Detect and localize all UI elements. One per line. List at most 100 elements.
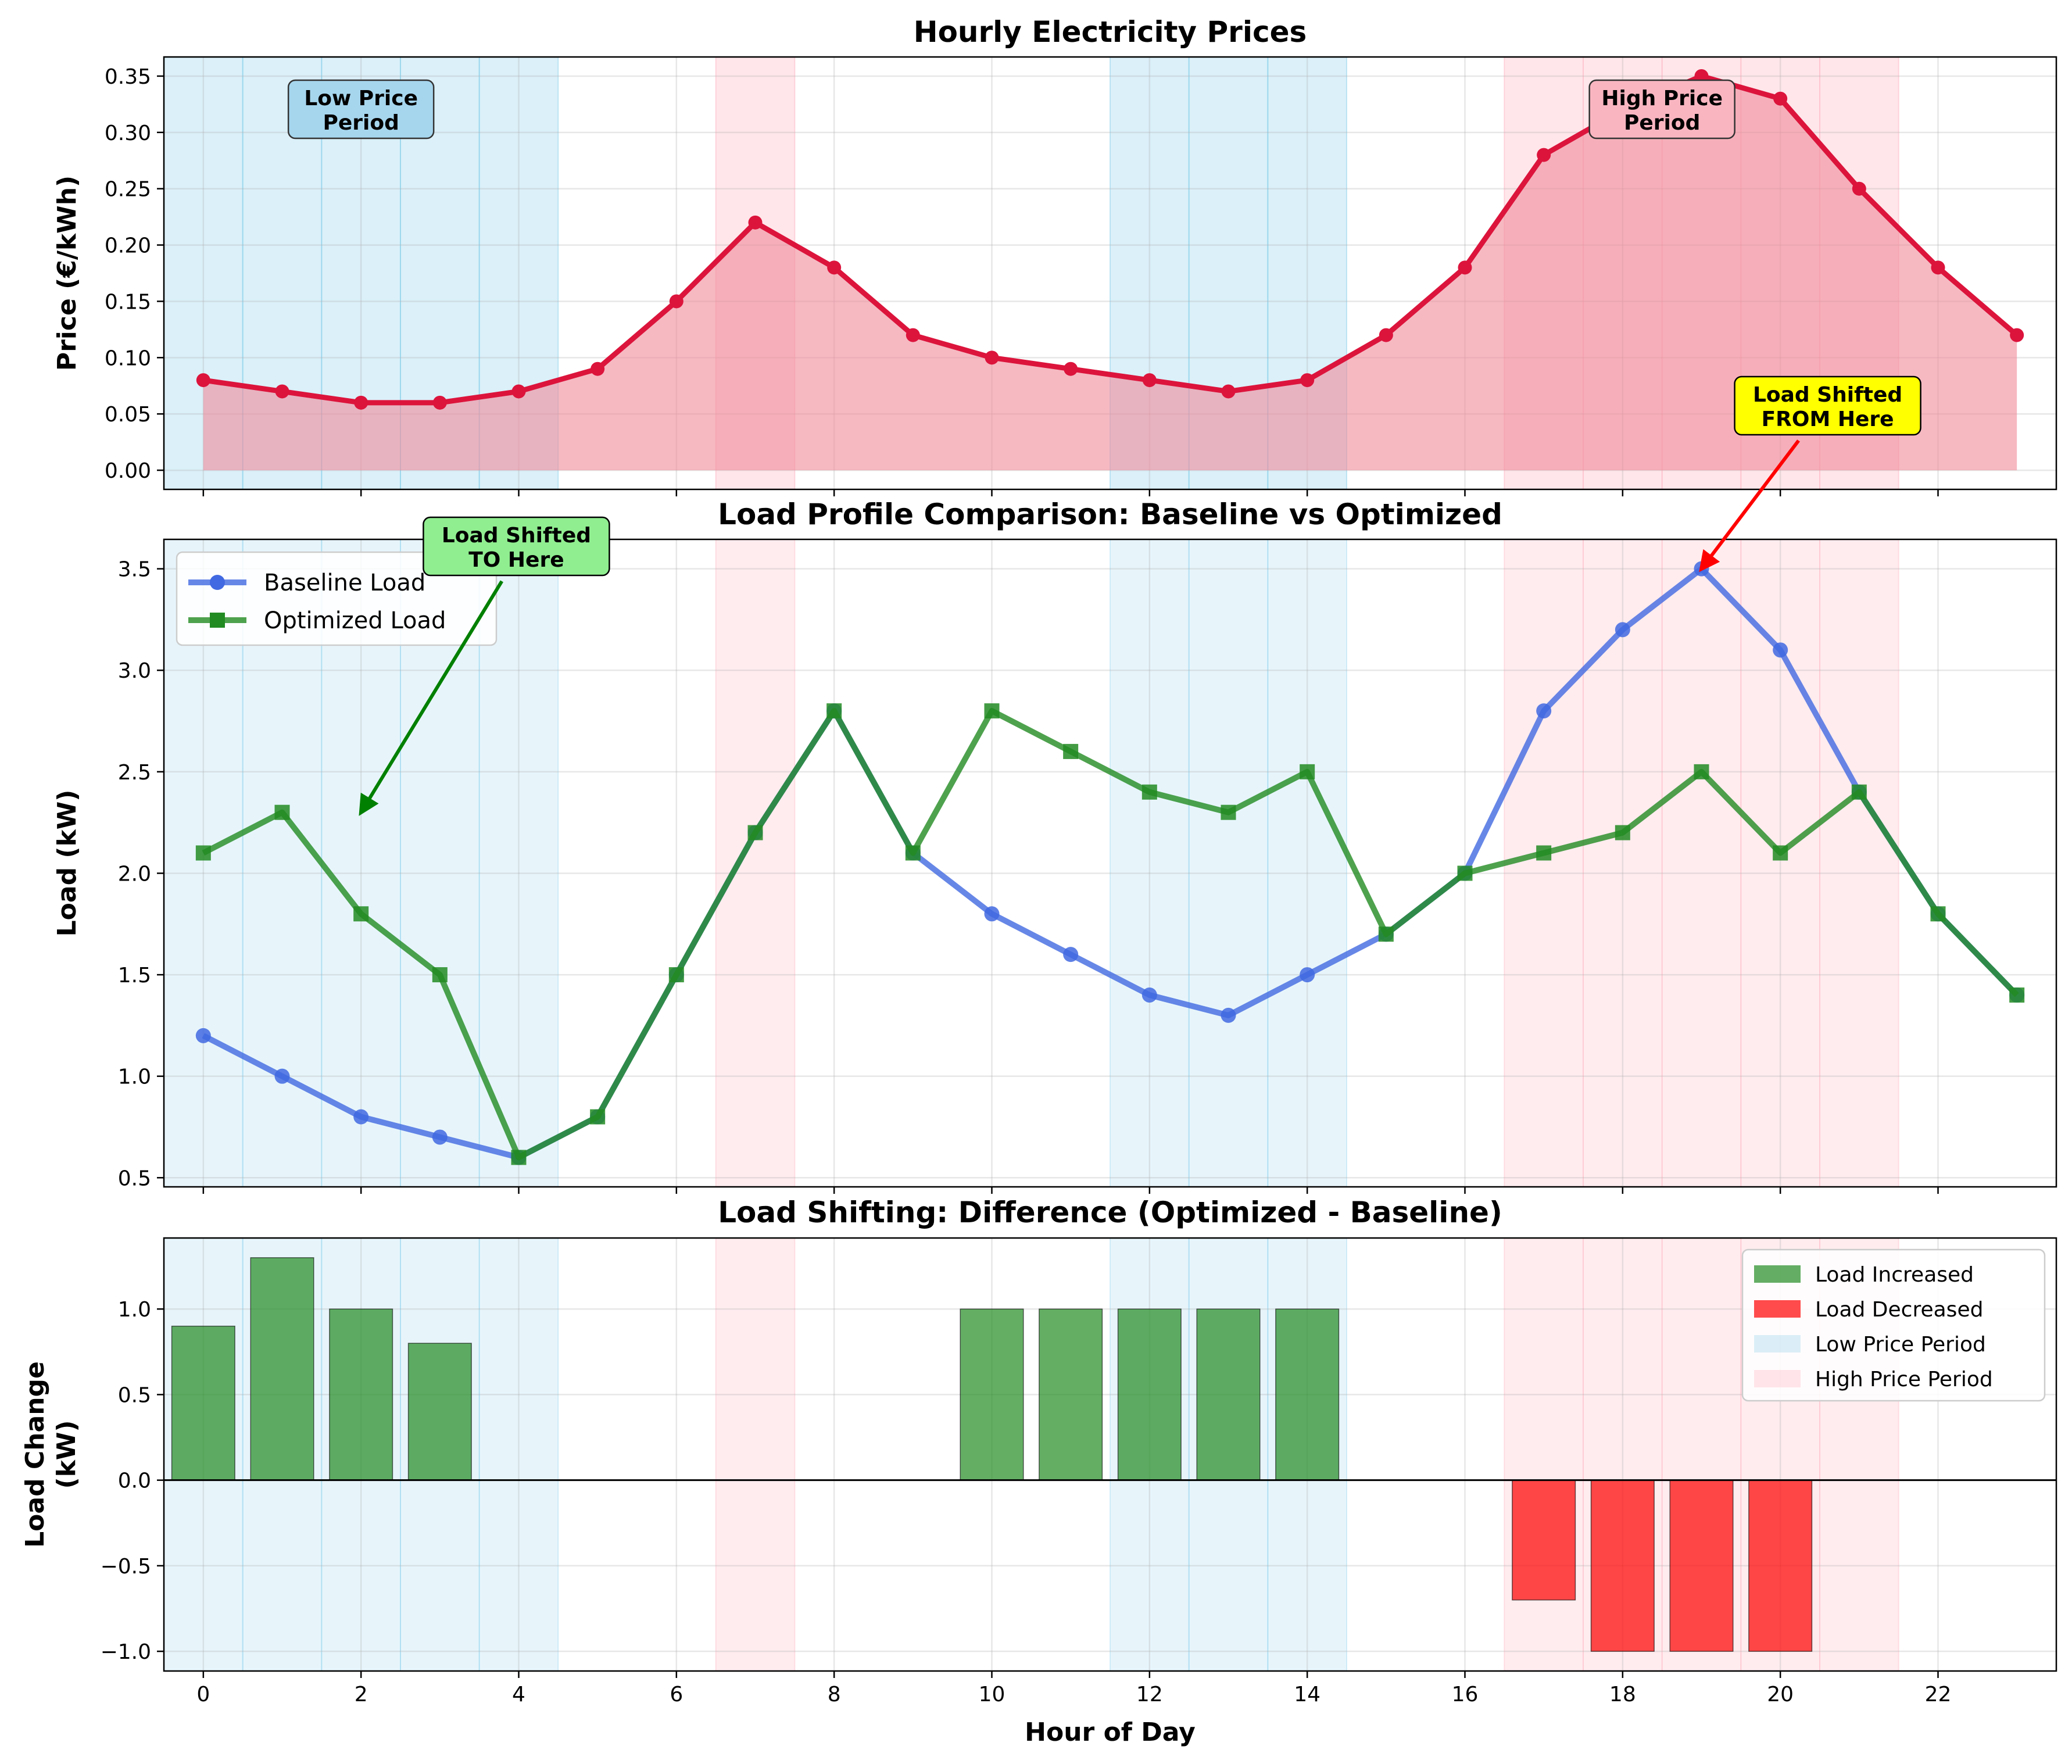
- baseline-load-point: [274, 1068, 290, 1084]
- high-price-band: [1819, 539, 1899, 1187]
- y-tick-label: 2.5: [118, 761, 151, 785]
- legend-box: [1741, 1248, 2046, 1402]
- price-point: [669, 294, 683, 309]
- low-price-band: [1267, 539, 1347, 1187]
- load-shifted-from-label-arrow: [1699, 439, 1800, 573]
- legend-label: Load Decreased: [1815, 1298, 1983, 1322]
- optimized-load-point: [668, 967, 684, 983]
- y-tick-label: −1.0: [101, 1640, 151, 1664]
- optimized-load-point: [353, 906, 369, 922]
- optimized-load-point: [826, 703, 842, 719]
- optimized-load-point: [1063, 743, 1079, 759]
- low-price-band: [1188, 539, 1269, 1187]
- price-point: [1773, 91, 1788, 106]
- difference-chart: −1.0 −0.5 0.0 0.5 1.0 0 2 4 6 8 10 12 14 16 18 20 22 Loa…: [20, 1196, 2057, 1747]
- x-tick-label: 4: [512, 1683, 525, 1706]
- increase-bar: [1039, 1308, 1103, 1481]
- optimized-load-point: [274, 804, 290, 820]
- legend-label: Optimized Load: [264, 607, 446, 634]
- low-price-band: [163, 539, 244, 1187]
- x-tick-label: 20: [1767, 1683, 1794, 1706]
- x-tick-label: 14: [1294, 1683, 1321, 1706]
- low-price-band: [321, 539, 401, 1187]
- optimized-load-point: [1378, 926, 1394, 942]
- increase-bar: [1275, 1308, 1340, 1481]
- optimized-load-point: [432, 967, 448, 983]
- price-point: [985, 350, 999, 365]
- optimized-load-point: [1221, 804, 1236, 820]
- x-tick-label: 22: [1925, 1683, 1952, 1706]
- legend-swatch: [1754, 1370, 1801, 1387]
- price-point: [1931, 260, 1945, 275]
- y-tick-label: 0.5: [118, 1167, 151, 1190]
- y-tick-label: 0.25: [105, 178, 151, 202]
- price-point: [511, 384, 526, 399]
- optimized-load-point: [1615, 825, 1630, 840]
- legend-swatch: [1754, 1335, 1801, 1352]
- price-point: [354, 395, 368, 410]
- x-tick-label: 18: [1609, 1683, 1636, 1706]
- legend-marker: [210, 613, 225, 628]
- optimized-load-point: [984, 703, 1000, 719]
- low-price-band: [478, 539, 559, 1187]
- difference-legend: Load Increased Load Decreased Low Price Pe…: [1741, 1248, 2046, 1402]
- difference-chart-title: Load Shifting: Difference (Optimized - B…: [718, 1196, 1502, 1229]
- low-price-band: [400, 539, 480, 1187]
- x-tick-label: 0: [196, 1683, 210, 1706]
- legend-label: High Price Period: [1815, 1368, 1993, 1391]
- price-point: [1064, 362, 1078, 376]
- y-tick-label: 0.15: [105, 290, 151, 314]
- price-point: [591, 362, 605, 376]
- y-tick-label: 0.30: [105, 121, 151, 145]
- legend-marker: [210, 575, 225, 590]
- load-shifted-from-label: Load Shifted FROM Here: [1753, 383, 1902, 431]
- increase-bar: [1117, 1308, 1182, 1481]
- y-tick-label: 2.0: [118, 862, 151, 886]
- y-tick-label: 0.10: [105, 346, 151, 370]
- legend-swatch: [1754, 1300, 1801, 1318]
- y-tick-label: 0.00: [105, 459, 151, 483]
- optimized-load-point: [1141, 784, 1157, 800]
- decrease-bar: [1512, 1479, 1576, 1601]
- optimized-load-point: [1694, 764, 1709, 779]
- y-tick-label: 0.5: [118, 1383, 151, 1407]
- high-price-band: [715, 539, 796, 1187]
- x-tick-label: 16: [1452, 1683, 1479, 1706]
- legend-label: Baseline Load: [264, 570, 425, 596]
- price-point: [1458, 260, 1472, 275]
- price-point: [432, 395, 447, 410]
- load-y-axis-label: Load (kW): [52, 790, 82, 937]
- price-area-fill: [203, 76, 2017, 471]
- decrease-bar: [1590, 1479, 1655, 1652]
- y-tick-label: 1.5: [118, 964, 151, 987]
- optimized-load-point: [1930, 906, 1946, 922]
- optimized-load-point: [1773, 845, 1788, 861]
- price-point: [748, 215, 763, 230]
- baseline-load-point: [1063, 947, 1079, 962]
- price-chart-title: Hourly Electricity Prices: [914, 15, 1307, 49]
- optimized-load-line: [202, 708, 2019, 1161]
- baseline-load-line: [202, 566, 2019, 1161]
- y-tick-label: 0.0: [118, 1469, 151, 1493]
- load-profile-chart: 0.5 1.0 1.5 2.0 2.5 3.0 3.5 Load Profile Compa…: [52, 375, 2057, 1194]
- x-tick-label: 10: [979, 1683, 1005, 1706]
- baseline-load-point: [1141, 987, 1157, 1003]
- legend-swatch: [1754, 1265, 1801, 1283]
- low-price-period-label-box: [287, 79, 435, 139]
- baseline-load-point: [1221, 1007, 1236, 1023]
- load-shifted-to-label: Load Shifted TO Here: [442, 524, 591, 572]
- optimized-load-point: [511, 1150, 527, 1165]
- optimized-load-point: [747, 825, 763, 840]
- x-tick-label: 12: [1136, 1683, 1163, 1706]
- price-point: [827, 260, 842, 275]
- increase-bar: [171, 1325, 235, 1481]
- high-price-period-label: High Price Period: [1601, 87, 1723, 135]
- y-tick-label: 0.05: [105, 403, 151, 427]
- load-shifted-to-label-box: [423, 516, 610, 577]
- optimized-load-point: [1300, 764, 1315, 779]
- price-point: [1379, 328, 1393, 342]
- optimized-load-point: [195, 845, 211, 861]
- increase-bar: [407, 1343, 472, 1481]
- price-point: [2010, 328, 2024, 342]
